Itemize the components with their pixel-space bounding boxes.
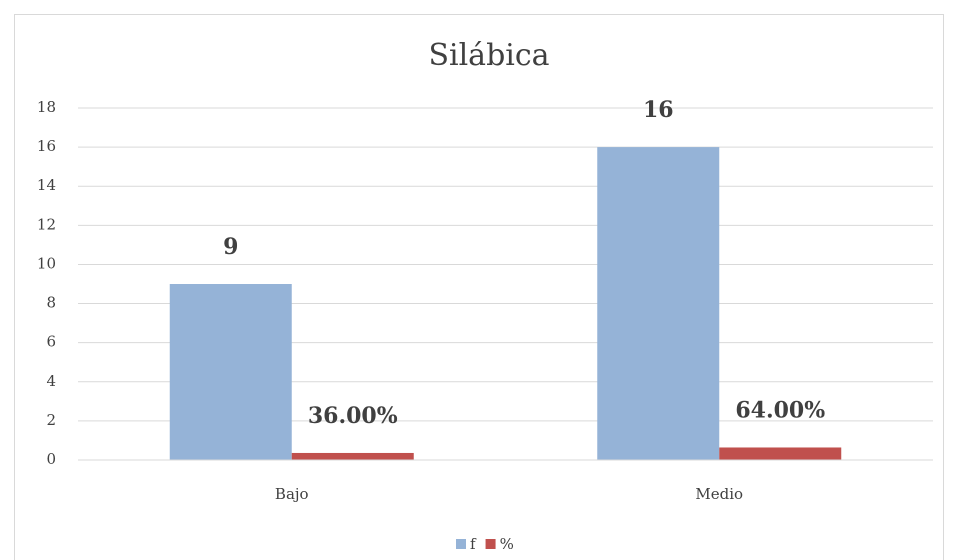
y-tick-label: 8	[46, 294, 56, 312]
value-label: 16	[643, 97, 674, 123]
y-tick-label: 14	[37, 176, 56, 194]
legend-label: %	[500, 535, 514, 553]
bar	[291, 452, 414, 460]
y-tick-label: 0	[46, 450, 56, 468]
bar	[719, 447, 842, 460]
value-label: 64.00%	[735, 397, 825, 423]
y-tick-label: 4	[46, 372, 56, 390]
y-tick-label: 2	[46, 411, 56, 429]
chart-frame	[14, 14, 944, 560]
chart-title: Silábica	[428, 38, 549, 73]
x-tick-label: Medio	[695, 485, 743, 503]
bar	[169, 284, 292, 460]
value-label: 9	[223, 234, 238, 260]
legend-swatch	[456, 539, 466, 549]
y-tick-label: 16	[37, 137, 56, 155]
y-tick-label: 6	[46, 333, 56, 351]
value-label: 36.00%	[308, 403, 398, 429]
legend-swatch	[485, 539, 496, 549]
y-tick-label: 18	[37, 98, 56, 116]
y-tick-label: 10	[37, 254, 56, 272]
legend-label: f	[470, 535, 477, 553]
bar	[597, 147, 720, 460]
x-tick-label: Bajo	[275, 485, 309, 503]
y-tick-label: 12	[37, 215, 56, 233]
